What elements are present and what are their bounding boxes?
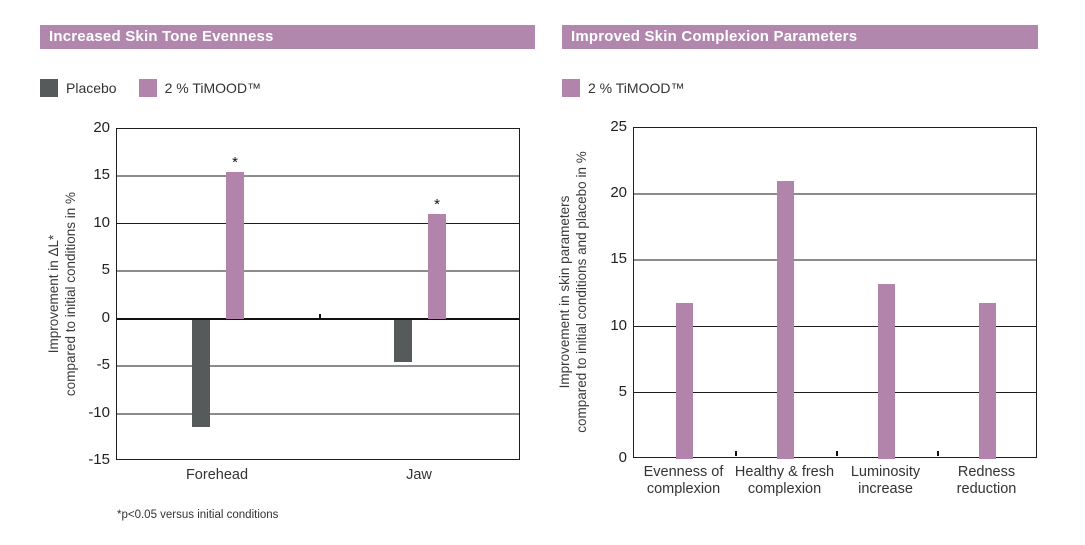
- bar-2-timood--0: [676, 302, 693, 459]
- x-axis-zero-line: [117, 317, 519, 320]
- y-tick-label: 0: [618, 449, 627, 466]
- y-tick-label: 5: [618, 382, 627, 400]
- y-tick-label: -15: [88, 451, 110, 468]
- category-label: Redness reduction: [956, 464, 1017, 497]
- y-tick-label: 15: [610, 250, 627, 268]
- gridline-5: [634, 392, 1036, 394]
- y-tick-label: 5: [101, 261, 110, 279]
- gridline-15: [117, 175, 519, 178]
- legend-swatch-timood: [138, 79, 157, 97]
- category-label: Forehead: [185, 467, 249, 483]
- gridline--5: [117, 365, 519, 368]
- x-axis-tick: [836, 451, 838, 456]
- x-axis-tick: [937, 451, 939, 456]
- y-tick-label: 20: [93, 119, 110, 136]
- gridline-15: [634, 259, 1036, 262]
- legend-spacer: [117, 88, 139, 89]
- bar-2-timood--3: [979, 302, 996, 459]
- bar-annotation: *: [232, 153, 238, 171]
- bar-2-timood--2: [878, 284, 895, 459]
- y-axis-label-line: Improvement in skin parameters: [557, 195, 572, 389]
- bar-2-timood--0: [226, 171, 244, 319]
- y-tick-label: 15: [93, 166, 110, 184]
- y-tick-label: 20: [610, 184, 627, 202]
- category-label: Evenness of complexion: [643, 464, 724, 497]
- gridline-5: [117, 270, 519, 273]
- right-chart-title-bar: Improved Skin Complexion Parameters: [562, 25, 1038, 49]
- y-tick-label: 25: [610, 118, 627, 135]
- legend-swatch-timood-right: [562, 79, 580, 97]
- left-chart-title-bar: Increased Skin Tone Evenness: [40, 25, 535, 49]
- legend-label-placebo: Placebo: [66, 80, 117, 96]
- gridline-20: [634, 193, 1036, 196]
- bar-2-timood--1: [428, 214, 446, 319]
- y-tick-label: -10: [88, 403, 110, 421]
- y-tick-label: -5: [96, 356, 110, 374]
- gridline-10: [634, 326, 1036, 328]
- legend-swatch-placebo: [40, 79, 58, 97]
- left-chart-plot-area: * *: [116, 128, 520, 460]
- x-axis-tick: [319, 313, 321, 319]
- y-axis-label-line: Improvement in ΔL*: [46, 234, 61, 354]
- bar-placebo-0: [192, 319, 210, 427]
- category-label: Luminosity increase: [850, 464, 921, 497]
- right-chart-plot-area: [633, 127, 1037, 459]
- category-label: Jaw: [406, 467, 432, 483]
- category-label: Healthy & fresh complexion: [734, 464, 835, 497]
- gridline--10: [117, 412, 519, 415]
- left-chart-footnote: *p<0.05 versus initial conditions: [117, 509, 279, 521]
- right-chart-legend: 2 % TiMOOD™: [562, 79, 684, 97]
- gridline-10: [117, 223, 519, 225]
- bar-annotation: *: [434, 196, 440, 214]
- y-axis-label-line: compared to initial conditions and place…: [574, 151, 589, 433]
- legend-label-timood: 2 % TiMOOD™: [164, 80, 262, 96]
- x-axis-tick: [735, 451, 737, 456]
- right-chart-title: Improved Skin Complexion Parameters: [571, 28, 858, 45]
- legend-label-timood-right: 2 % TiMOOD™: [588, 80, 685, 96]
- right-chart-y-axis-label: Improvement in skin parameters compared t…: [556, 127, 590, 458]
- y-tick-label: 0: [101, 308, 110, 326]
- y-tick-label: 10: [93, 213, 110, 231]
- left-chart-title: Increased Skin Tone Evenness: [49, 28, 274, 45]
- bar-2-timood--1: [777, 180, 794, 459]
- bar-placebo-1: [394, 319, 412, 363]
- left-chart-legend: Placebo 2 % TiMOOD™: [40, 79, 261, 97]
- y-tick-label: 10: [610, 316, 627, 334]
